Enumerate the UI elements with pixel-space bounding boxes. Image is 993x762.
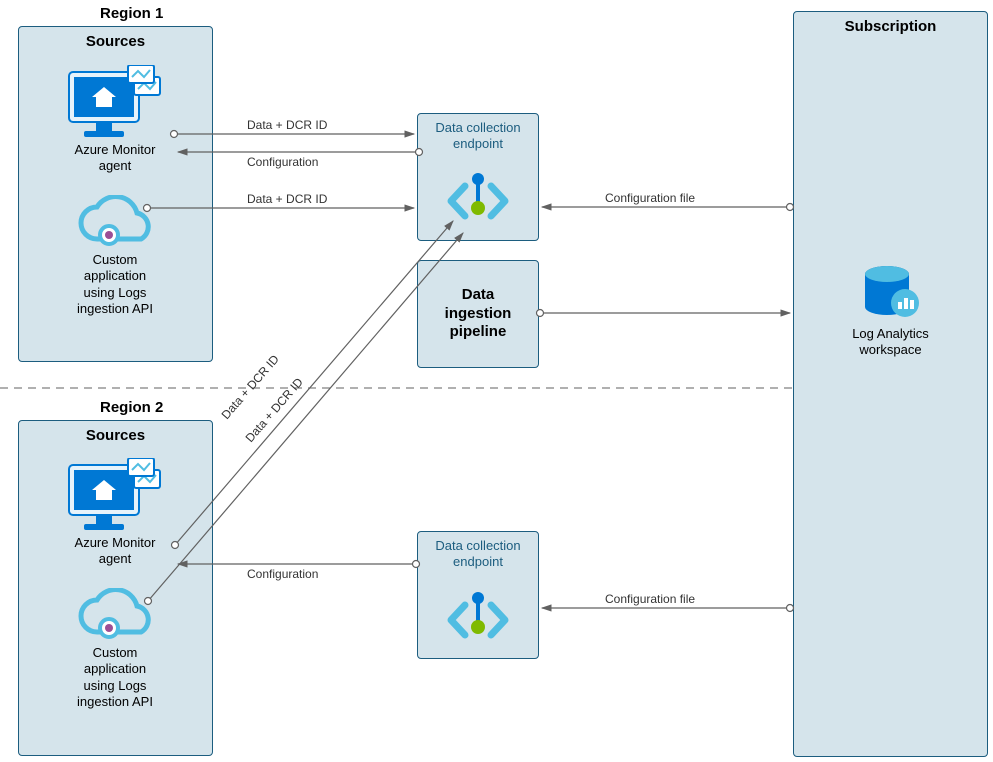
dce1-label: Data collection endpoint (418, 114, 538, 153)
edge-label: Configuration file (605, 191, 695, 205)
cloud2-text: Custom application using Logs ingestion … (70, 645, 160, 710)
edge-label: Configuration (247, 155, 318, 169)
sources1-title: Sources (19, 27, 212, 50)
dce-icon (447, 172, 509, 230)
edge-label: Data + DCR ID (247, 192, 327, 206)
region1-label: Region 1 (100, 5, 163, 22)
edge-label: Data + DCR ID (247, 118, 327, 132)
log-analytics-icon (861, 265, 921, 323)
cloud-app-icon (75, 588, 155, 642)
monitor-agent-icon (66, 65, 166, 141)
region2-label: Region 2 (100, 399, 163, 416)
dip-box: Data ingestion pipeline (417, 260, 539, 368)
cloud1-text: Custom application using Logs ingestion … (70, 252, 160, 317)
cloud-app-icon (75, 195, 155, 249)
sources2-title: Sources (19, 421, 212, 444)
monitor-agent-icon (66, 458, 166, 534)
ama2-text: Azure Monitor agent (55, 535, 175, 568)
subscription-box: Subscription (793, 11, 988, 757)
edge-label: Configuration file (605, 592, 695, 606)
law-text: Log Analytics workspace (838, 326, 943, 359)
ama1-text: Azure Monitor agent (55, 142, 175, 175)
dce2-label: Data collection endpoint (418, 532, 538, 571)
edge-label: Configuration (247, 567, 318, 581)
subscription-title: Subscription (794, 12, 987, 35)
dip-label: Data ingestion pipeline (445, 286, 512, 342)
dce-icon (447, 591, 509, 649)
